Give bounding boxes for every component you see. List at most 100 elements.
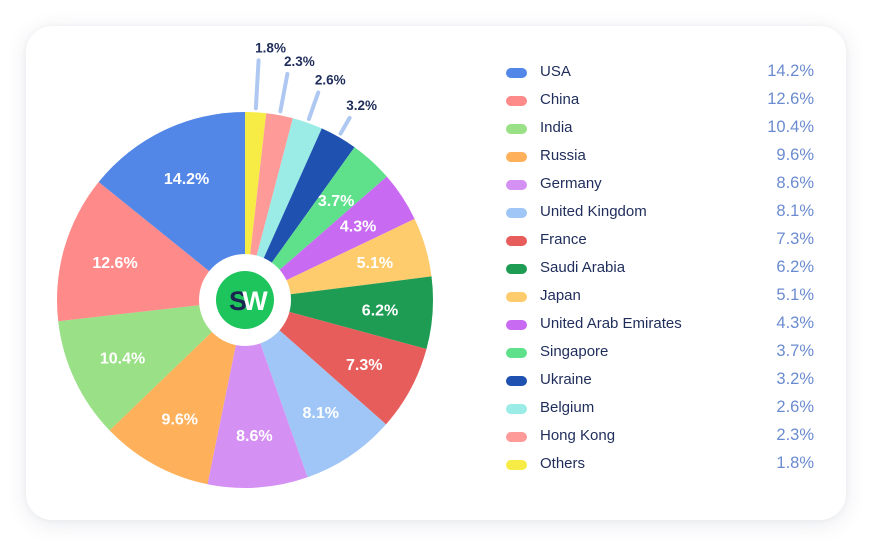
legend-value: 7.3% [776,230,814,248]
legend-item: United Kingdom 8.1% [506,199,816,227]
legend-value: 1.8% [776,454,814,472]
legend-value: 2.3% [776,426,814,444]
legend-swatch [506,124,527,134]
legend-item: Japan 5.1% [506,283,816,311]
legend-label: Singapore [540,343,609,360]
slice-label: 9.6% [162,412,198,429]
legend-value: 5.1% [776,286,814,304]
legend-item: China 12.6% [506,87,816,115]
legend-item: India 10.4% [506,115,816,143]
pie-slice [109,300,245,485]
slice-label: 8.1% [302,405,338,422]
legend-swatch [506,208,527,218]
pie-slices [56,112,433,488]
pie-slice [245,300,387,478]
pie-slice [245,147,387,300]
legend-value: 8.6% [776,174,814,192]
legend-label: United Kingdom [540,203,647,220]
legend-label: Others [540,455,586,472]
pie-slice [245,128,355,300]
legend-label: Russia [540,147,586,164]
center-logo: S W [199,254,291,346]
legend-label: Germany [540,175,602,192]
pie-slice [56,181,245,322]
legend-swatch [506,320,527,330]
leader-line [338,115,352,136]
slice-label: 14.2% [164,171,209,188]
leader-line [278,71,290,114]
legend-value: 2.6% [776,398,814,416]
legend-swatch [506,264,527,274]
legend-swatch [506,376,527,386]
chart-legend: USA 14.2% China 12.6% India 10.4% Russia… [506,59,816,479]
legend-item: Germany 8.6% [506,171,816,199]
pie-slice [245,276,433,350]
slice-label: 3.2% [346,98,377,113]
legend-label: Ukraine [540,371,592,388]
legend-value: 4.3% [776,314,814,332]
slice-label: 2.3% [284,54,315,69]
pie-slice [245,300,427,425]
slice-label: 10.4% [100,351,145,368]
legend-value: 14.2% [767,62,814,80]
leader-lines [253,58,352,136]
slice-label: 4.3% [340,219,376,236]
legend-item: Others 1.8% [506,451,816,479]
legend-item: Saudi Arabia 6.2% [506,255,816,283]
slice-label: 2.6% [315,73,346,88]
pie-slice [245,112,267,300]
legend-value: 12.6% [767,90,814,108]
slice-label: 6.2% [362,302,398,319]
logo-letter-w: W [242,286,268,316]
legend-swatch [506,460,527,470]
legend-item: Belgium 2.6% [506,395,816,423]
legend-label: United Arab Emirates [540,315,682,332]
pie-slice [245,176,415,300]
legend-label: India [540,119,573,136]
legend-item: Hong Kong 2.3% [506,423,816,451]
legend-item: France 7.3% [506,227,816,255]
slice-label: 3.7% [318,193,354,210]
legend-value: 10.4% [767,118,814,136]
legend-value: 9.6% [776,146,814,164]
legend-value: 8.1% [776,202,814,220]
slice-labels: 1.8%2.3%2.6%3.2% 3.7% 4.3% 5.1% 6.2% 7.3% 8.1%… [92,40,398,445]
slice-label: 5.1% [357,255,393,272]
legend-swatch [506,292,527,302]
legend-label: France [540,231,587,248]
legend-label: China [540,91,580,108]
legend-item: USA 14.2% [506,59,816,87]
logo-letter-s: S [229,286,247,316]
legend-swatch [506,152,527,162]
leader-line [253,58,261,111]
legend-value: 3.7% [776,342,814,360]
legend-swatch [506,68,527,78]
legend-item: United Arab Emirates 4.3% [506,311,816,339]
legend-swatch [506,236,527,246]
legend-value: 3.2% [776,370,814,388]
pie-slice [58,300,245,431]
pie-slice [207,300,308,488]
legend-item: Russia 9.6% [506,143,816,171]
legend-label: USA [540,63,571,80]
legend-swatch [506,96,527,106]
pie-slice [245,118,322,300]
pie-slice [98,112,246,300]
legend-label: Japan [540,287,581,304]
legend-label: Saudi Arabia [540,259,626,276]
leader-line [306,90,321,121]
legend-swatch [506,404,527,414]
legend-swatch [506,432,527,442]
legend-label: Belgium [540,399,595,416]
pie-slice [245,218,432,300]
legend-label: Hong Kong [540,427,616,444]
slice-label: 1.8% [255,40,286,55]
slice-label: 7.3% [346,357,382,374]
legend-swatch [506,180,527,190]
legend-value: 6.2% [776,258,814,276]
slice-label: 12.6% [92,255,137,272]
legend-item: Singapore 3.7% [506,339,816,367]
legend-item: Ukraine 3.2% [506,367,816,395]
slice-label: 8.6% [236,428,272,445]
